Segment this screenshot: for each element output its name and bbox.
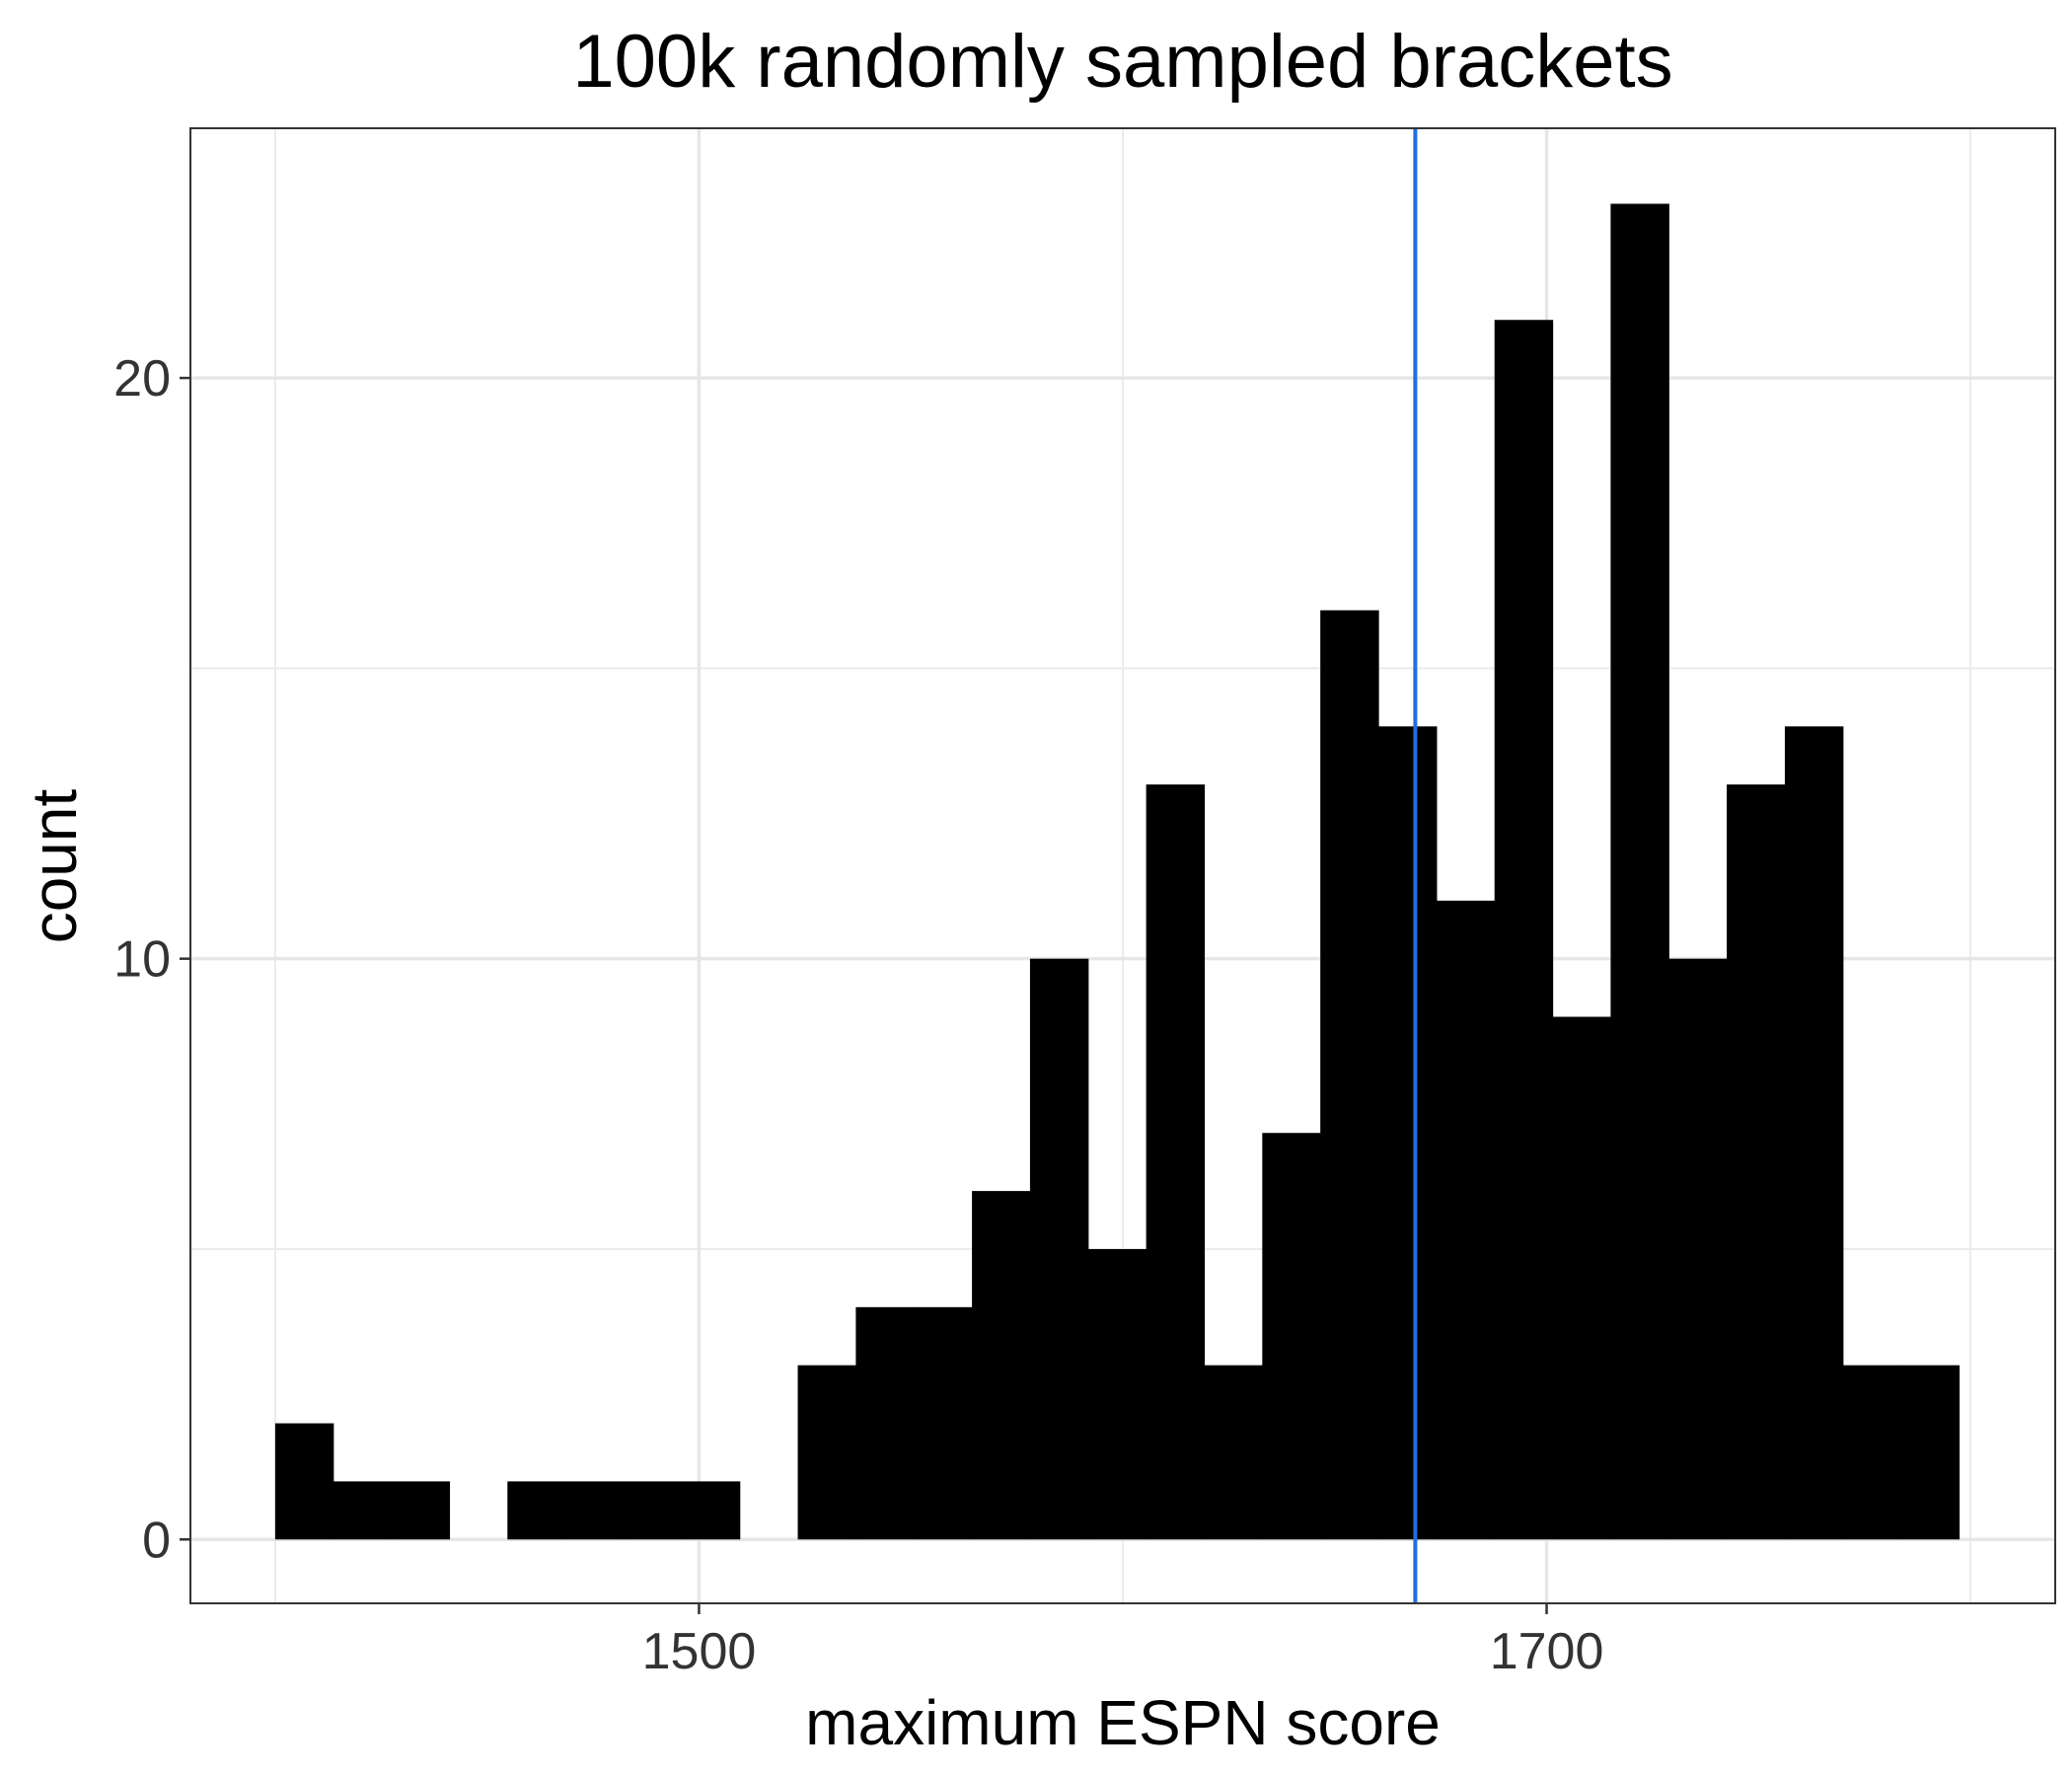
histogram-bar	[1727, 784, 1786, 1540]
histogram-bar	[855, 1306, 915, 1540]
histogram-bar	[681, 1481, 741, 1540]
histogram-bar	[1320, 610, 1379, 1540]
histogram-bar	[1552, 1016, 1612, 1540]
chart-title: 100k randomly sampled brackets	[572, 20, 1672, 104]
y-tick-label: 10	[113, 931, 171, 989]
histogram-bar	[333, 1481, 393, 1540]
x-axis-title: maximum ESPN score	[805, 1687, 1441, 1758]
x-tick-label: 1700	[1490, 1623, 1604, 1680]
histogram-bar	[972, 1191, 1031, 1540]
y-tick-label: 0	[142, 1512, 171, 1569]
histogram-bar	[1668, 958, 1728, 1540]
histogram-bar	[274, 1423, 334, 1540]
histogram-bar	[1204, 1365, 1263, 1540]
histogram-bar	[391, 1481, 451, 1540]
histogram-bar	[1900, 1365, 1961, 1540]
histogram-bar	[1494, 320, 1554, 1540]
histogram-bar	[797, 1365, 856, 1540]
histogram-bar	[1262, 1133, 1321, 1540]
y-axis: 0 10 20	[113, 350, 190, 1569]
histogram-bar	[1146, 784, 1206, 1540]
histogram-bar	[1436, 900, 1496, 1540]
histogram-bar	[1378, 726, 1438, 1540]
y-tick-label: 20	[113, 350, 171, 407]
histogram-bar	[507, 1481, 566, 1540]
histogram-bar	[1087, 1248, 1147, 1540]
histogram-bar	[914, 1306, 973, 1540]
histogram-bars	[274, 203, 1961, 1540]
histogram-bar	[1029, 958, 1089, 1540]
histogram-bar	[565, 1481, 625, 1540]
x-axis: 1500 1700	[642, 1603, 1604, 1680]
panel-border	[189, 127, 2056, 1604]
histogram-bar	[1842, 1365, 1902, 1540]
y-axis-title: count	[19, 789, 90, 944]
histogram-bar	[1610, 203, 1669, 1540]
histogram-bar	[1784, 726, 1844, 1540]
x-tick-label: 1500	[642, 1623, 757, 1680]
histogram-bar	[623, 1481, 683, 1540]
plot-area	[189, 127, 2056, 1604]
